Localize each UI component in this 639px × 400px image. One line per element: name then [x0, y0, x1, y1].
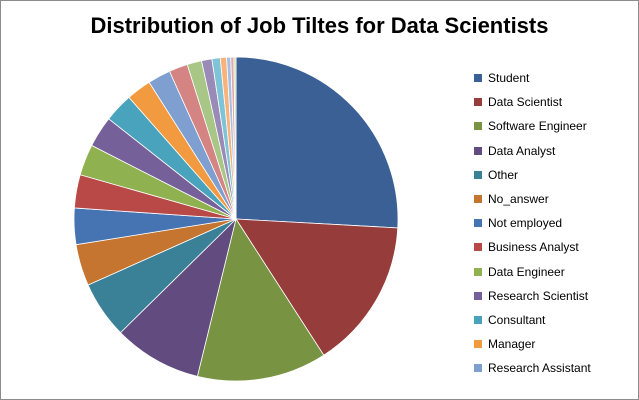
legend-swatch: [474, 243, 482, 252]
legend-item: Data Engineer: [474, 260, 591, 284]
pie-slice-data-analyst: [119, 217, 237, 377]
legend-swatch: [474, 315, 482, 324]
legend-swatch: [474, 219, 482, 228]
legend-item: Research Scientist: [474, 284, 591, 308]
legend-swatch: [474, 98, 482, 107]
pie-slice-unlabeled-20: [233, 56, 237, 220]
pie-slice-data-scientist: [235, 218, 399, 356]
legend-swatch: [474, 122, 482, 131]
legend-item: Consultant: [474, 308, 591, 332]
legend-label: Consultant: [488, 312, 546, 327]
legend-label: Other: [488, 167, 519, 182]
legend-item: Student: [474, 66, 591, 90]
legend-label: Software Engineer: [488, 119, 587, 134]
legend-swatch: [474, 74, 482, 83]
legend-swatch: [474, 195, 482, 204]
legend-item: Manager: [474, 332, 591, 356]
legend-label: Data Scientist: [488, 95, 563, 110]
legend-swatch: [474, 170, 482, 179]
legend-swatch: [474, 267, 482, 276]
legend-label: Research Assistant: [488, 361, 591, 376]
legend-item: Software Engineer: [474, 114, 591, 138]
legend-label: Data Engineer: [488, 264, 565, 279]
chart-legend: Student Data Scientist Software Engineer Da…: [474, 66, 591, 380]
legend-label: Not employed: [488, 216, 563, 231]
chart-title: Distribution of Job Tiltes for Data Scie…: [90, 13, 549, 38]
legend-item: Data Scientist: [474, 90, 591, 114]
legend-item: Not employed: [474, 211, 591, 235]
legend-swatch: [474, 146, 482, 155]
legend-swatch: [474, 340, 482, 349]
legend-label: Business Analyst: [488, 240, 579, 255]
legend-label: Manager: [488, 337, 536, 352]
pie-slice-student: [235, 56, 399, 229]
legend-item: Business Analyst: [474, 235, 591, 259]
legend-item: Other: [474, 163, 591, 187]
legend-item: Data Analyst: [474, 139, 591, 163]
legend-label: Data Analyst: [488, 143, 556, 158]
pie-slice-software-engineer: [196, 218, 325, 382]
legend-item: No_answer: [474, 187, 591, 211]
legend-label: Research Scientist: [488, 288, 589, 303]
legend-label: No_answer: [488, 192, 549, 207]
legend-label: Student: [488, 71, 530, 86]
legend-item: Research Assistant: [474, 356, 591, 380]
legend-swatch: [474, 364, 482, 373]
legend-swatch: [474, 291, 482, 300]
